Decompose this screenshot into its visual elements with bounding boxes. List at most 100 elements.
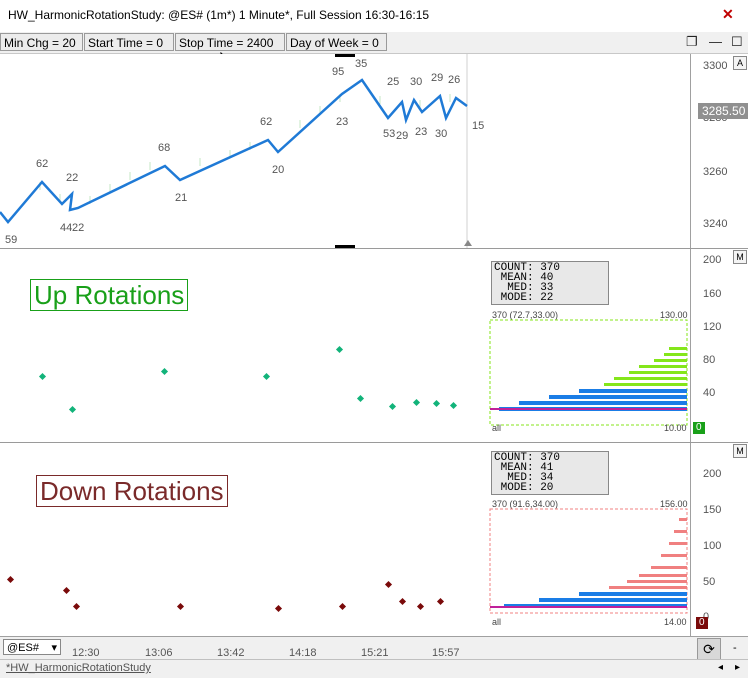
hist-footer-left: all xyxy=(492,617,502,627)
price-bars xyxy=(39,94,451,204)
swing-label: 29 xyxy=(396,130,409,142)
param-min-chg[interactable]: Min Chg = 20 xyxy=(0,33,83,51)
swing-label: 29 xyxy=(431,72,444,84)
collapse-icon[interactable]: - xyxy=(733,642,737,654)
stat-med: MED: 33 xyxy=(494,282,554,294)
hist-header-right: 156.00 xyxy=(660,499,688,509)
stat-mode: MODE: 20 xyxy=(494,482,554,494)
pane-splitter-handle[interactable] xyxy=(335,54,355,57)
price-axis[interactable]: 3300 3280 3260 3240 xyxy=(690,54,748,248)
down-histogram xyxy=(489,508,688,614)
time-tick: 14:18 xyxy=(289,647,317,659)
swing-label: 26 xyxy=(448,74,461,86)
axis-tick: 50 xyxy=(703,576,716,588)
axis-tick: 40 xyxy=(703,387,716,399)
param-stop-time[interactable]: Stop Time = 2400 xyxy=(175,33,285,51)
maximize-icon[interactable]: ☐ xyxy=(731,34,743,49)
swing-label: 68 xyxy=(158,142,171,154)
rotation-zigzag-line xyxy=(0,78,468,224)
stat-med: MED: 34 xyxy=(494,472,554,484)
time-tick: 13:06 xyxy=(145,647,173,659)
restore-icon[interactable]: ❐ xyxy=(686,34,698,49)
axis-tick: 200 xyxy=(703,468,722,480)
chevron-down-icon: ▾ xyxy=(51,642,57,654)
up-rotations-title: Up Rotations xyxy=(30,279,189,311)
hist-header-left: 370 (72.7,33.00) xyxy=(492,310,559,320)
hist-header-right: 130.00 xyxy=(660,310,688,320)
hist-header-left: 370 (91.6,34.00) xyxy=(492,499,559,509)
time-marker-icon xyxy=(464,240,472,246)
param-day-of-week[interactable]: Day of Week = 0 xyxy=(286,33,387,51)
close-icon[interactable]: ✕ xyxy=(722,6,734,22)
hist-footer-left: all xyxy=(492,423,502,433)
symbol-select[interactable]: @ES# ▾ xyxy=(3,639,61,655)
axis-tick: 150 xyxy=(703,504,722,516)
time-tick: 15:57 xyxy=(432,647,460,659)
last-price-flag: 3285.50 xyxy=(698,103,748,119)
swing-label: 21 xyxy=(175,192,188,204)
status-bar: *HW_HarmonicRotationStudy ◂ ▸ xyxy=(0,659,748,678)
hist-footer-right: 10.00 xyxy=(664,423,687,433)
swing-label: 30 xyxy=(410,76,423,88)
up-histogram xyxy=(489,319,688,426)
time-axis[interactable]: @ES# ▾ 12:30 13:06 13:42 14:18 15:21 15:… xyxy=(0,636,748,660)
swing-label: 44 xyxy=(60,222,73,234)
up-rotations-pane[interactable]: Up Rotations COUNT: 370 MEAN: 40 MED: 33… xyxy=(0,249,690,442)
swing-label: 53 xyxy=(383,128,396,140)
scroll-right-icon[interactable]: ▸ xyxy=(735,662,741,673)
swing-label: 25 xyxy=(387,76,400,88)
swing-label: 15 xyxy=(472,120,485,132)
swing-label: 35 xyxy=(355,58,368,70)
down-stats-box: COUNT: 370 MEAN: 41 MED: 34 MODE: 20 xyxy=(491,451,609,495)
down-rotations-dots xyxy=(6,575,445,613)
stat-count: COUNT: 370 xyxy=(494,262,561,274)
down-rotations-title: Down Rotations xyxy=(36,475,228,507)
stat-mode: MODE: 22 xyxy=(494,292,554,304)
swing-label: 22 xyxy=(72,222,85,234)
up-rotations-dots xyxy=(38,345,458,414)
price-chart-pane[interactable]: 59 62 44 22 22 68 21 62 20 95 35 23 25 5… xyxy=(0,54,690,248)
swing-label: 95 xyxy=(332,66,345,78)
pane-scale-button[interactable]: M xyxy=(733,250,747,264)
axis-tick: 100 xyxy=(703,540,722,552)
param-start-time[interactable]: Start Time = 0 xyxy=(84,33,174,51)
up-rotations-axis[interactable]: 200 160 120 80 40 xyxy=(690,249,748,442)
up-zero-tag: 0 xyxy=(693,422,705,434)
swing-label: 62 xyxy=(36,158,49,170)
up-stats-box: COUNT: 370 MEAN: 40 MED: 33 MODE: 22 xyxy=(491,261,609,305)
pane-scale-button[interactable]: M xyxy=(733,444,747,458)
stat-count: COUNT: 370 xyxy=(494,452,561,464)
hist-footer-right: 14.00 xyxy=(664,617,687,627)
time-tick: 15:21 xyxy=(361,647,389,659)
stat-mean: MEAN: 40 xyxy=(494,272,554,284)
pane-divider[interactable] xyxy=(0,442,748,443)
title-bar: HW_HarmonicRotationStudy: @ES# (1m*) 1 M… xyxy=(0,0,748,32)
pane-scale-button[interactable]: A xyxy=(733,56,747,70)
parameters-bar: Min Chg = 20 Start Time = 0 Stop Time = … xyxy=(0,32,748,54)
axis-tick: 200 xyxy=(703,254,722,266)
price-tick: 3300 xyxy=(703,60,728,72)
price-tick: 3240 xyxy=(703,218,728,230)
axis-tick: 120 xyxy=(703,321,722,333)
symbol-value: @ES# xyxy=(7,642,39,654)
swing-label: 30 xyxy=(435,128,448,140)
price-chart xyxy=(0,54,472,248)
refresh-icon[interactable]: ⟳ xyxy=(697,638,721,660)
time-tick: 12:30 xyxy=(72,647,100,659)
pane-divider[interactable] xyxy=(0,248,748,249)
stat-mean: MEAN: 41 xyxy=(494,462,554,474)
swing-label: 20 xyxy=(272,164,285,176)
down-rotations-pane[interactable]: Down Rotations COUNT: 370 MEAN: 41 MED: … xyxy=(0,443,690,636)
down-rotations-axis[interactable]: 200 150 100 50 0 xyxy=(690,443,748,636)
window-title: HW_HarmonicRotationStudy: @ES# (1m*) 1 M… xyxy=(8,8,430,22)
time-tick: 13:42 xyxy=(217,647,245,659)
scroll-left-icon[interactable]: ◂ xyxy=(718,662,724,673)
minimize-icon[interactable]: — xyxy=(709,34,722,49)
swing-label: 59 xyxy=(5,234,18,246)
price-tick: 3260 xyxy=(703,166,728,178)
swing-label: 23 xyxy=(336,116,349,128)
down-zero-tag: 0 xyxy=(696,617,708,629)
study-tab[interactable]: *HW_HarmonicRotationStudy xyxy=(6,662,151,674)
axis-tick: 160 xyxy=(703,288,722,300)
pane-splitter-handle[interactable] xyxy=(335,245,355,248)
